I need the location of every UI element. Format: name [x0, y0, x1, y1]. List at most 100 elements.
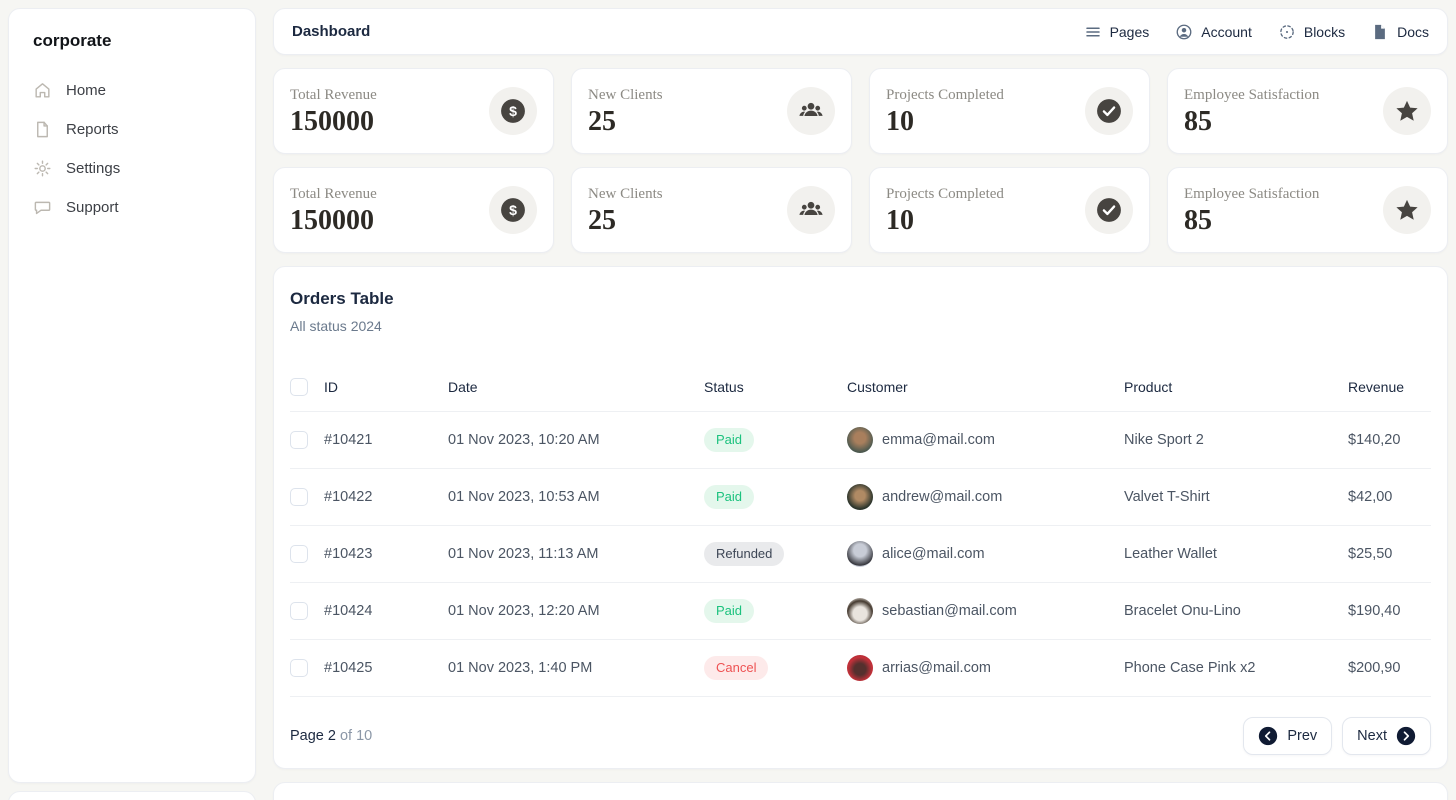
stat-value: 10 — [886, 204, 914, 236]
sidebar-column: corporate Home Reports Settings Support — [8, 8, 256, 800]
order-product: Bracelet Onu-Lino — [1124, 603, 1241, 619]
svg-text:$: $ — [509, 103, 517, 119]
table-row: #10422 01 Nov 2023, 10:53 AM Paid andrew… — [290, 469, 1431, 526]
avatar — [847, 598, 873, 624]
nav-account[interactable]: Account — [1175, 23, 1252, 41]
table-row: #10424 01 Nov 2023, 12:20 AM Paid sebast… — [290, 583, 1431, 640]
menu-icon — [1084, 23, 1102, 41]
sidebar-item-settings[interactable]: Settings — [27, 151, 237, 186]
order-product: Valvet T-Shirt — [1124, 489, 1210, 505]
avatar — [847, 427, 873, 453]
next-button[interactable]: Next — [1342, 716, 1431, 755]
column-header-customer: Customer — [847, 378, 908, 395]
stat-value: 25 — [588, 204, 616, 236]
main-lower-card — [273, 782, 1448, 800]
stat-label: Employee Satisfaction — [1184, 185, 1320, 202]
stats-row-1: Total Revenue 150000 $ New Clients 25 Pr… — [273, 68, 1448, 154]
column-header-date: Date — [448, 378, 478, 395]
page-total: of 10 — [339, 727, 373, 744]
order-id: #10425 — [324, 660, 373, 676]
customer-email: andrew@mail.com — [882, 489, 1003, 505]
document-icon — [1371, 23, 1389, 41]
column-header-product: Product — [1124, 378, 1173, 395]
avatar — [847, 655, 873, 681]
sidebar-item-home[interactable]: Home — [27, 73, 237, 108]
sidebar-item-support[interactable]: Support — [27, 190, 237, 225]
stat-card-employee-satisfaction: Employee Satisfaction 85 — [1167, 68, 1448, 154]
order-revenue: $140,20 — [1348, 432, 1401, 448]
people-icon — [787, 87, 835, 135]
order-product: Phone Case Pink x2 — [1124, 660, 1256, 676]
dashed-circle-icon — [1278, 23, 1296, 41]
row-checkbox[interactable] — [290, 488, 308, 506]
stat-label: Total Revenue — [290, 185, 377, 202]
row-checkbox[interactable] — [290, 659, 308, 677]
order-date: 01 Nov 2023, 12:20 AM — [448, 603, 600, 619]
page-title: Dashboard — [292, 23, 371, 40]
order-id: #10423 — [324, 546, 373, 562]
stat-card-new-clients: New Clients 25 — [571, 167, 852, 253]
order-date: 01 Nov 2023, 1:40 PM — [448, 660, 593, 676]
user-circle-icon — [1175, 23, 1193, 41]
status-badge: Paid — [704, 598, 755, 624]
column-header-status: Status — [704, 378, 744, 395]
chat-icon — [33, 198, 52, 217]
sidebar: corporate Home Reports Settings Support — [8, 8, 256, 783]
stat-label: Projects Completed — [886, 185, 1004, 202]
stat-label: Projects Completed — [886, 86, 1004, 103]
stat-value: 10 — [886, 105, 914, 137]
table-row: #10425 01 Nov 2023, 1:40 PM Cancel arria… — [290, 640, 1431, 697]
column-header-revenue: Revenue — [1348, 378, 1405, 395]
table-header-row: ID Date Status Customer Product Revenue — [290, 362, 1431, 412]
gear-icon — [33, 159, 52, 178]
row-checkbox[interactable] — [290, 602, 308, 620]
people-icon — [787, 186, 835, 234]
nav-pages[interactable]: Pages — [1084, 23, 1150, 41]
stat-label: New Clients — [588, 86, 663, 103]
row-checkbox[interactable] — [290, 431, 308, 449]
stat-card-projects-completed: Projects Completed 10 — [869, 167, 1150, 253]
arrow-right-icon — [1396, 726, 1416, 746]
stat-value: 150000 — [290, 105, 374, 137]
customer-email: sebastian@mail.com — [882, 603, 1017, 619]
prev-button[interactable]: Prev — [1243, 716, 1333, 755]
customer-email: alice@mail.com — [882, 546, 985, 562]
avatar — [847, 484, 873, 510]
stats-row-2: Total Revenue 150000 $ New Clients 25 Pr… — [273, 167, 1448, 253]
dollar-circle-icon: $ — [489, 87, 537, 135]
sidebar-item-label: Support — [66, 199, 119, 216]
select-all-checkbox[interactable] — [290, 377, 308, 396]
pagination: Page 2 of 10 Prev Next — [290, 703, 1431, 768]
sidebar-item-label: Settings — [66, 160, 121, 177]
customer-email: arrias@mail.com — [882, 660, 991, 676]
stat-label: New Clients — [588, 185, 663, 202]
order-product: Leather Wallet — [1124, 546, 1217, 562]
avatar — [847, 541, 873, 567]
svg-text:$: $ — [509, 202, 517, 218]
main-column: Dashboard Pages Account Blocks — [273, 8, 1448, 800]
nav-label: Pages — [1109, 23, 1150, 40]
sidebar-item-reports[interactable]: Reports — [27, 112, 237, 147]
file-icon — [33, 120, 52, 139]
row-checkbox[interactable] — [290, 545, 308, 563]
order-revenue: $190,40 — [1348, 603, 1401, 619]
column-header-id: ID — [324, 378, 338, 395]
order-id: #10421 — [324, 432, 373, 448]
nav-docs[interactable]: Docs — [1371, 23, 1429, 41]
status-badge: Paid — [704, 427, 755, 453]
nav-blocks[interactable]: Blocks — [1278, 23, 1345, 41]
status-badge: Paid — [704, 484, 755, 510]
status-badge: Cancel — [704, 655, 769, 681]
sidebar-item-label: Reports — [66, 121, 119, 138]
nav-label: Account — [1201, 23, 1252, 40]
order-id: #10422 — [324, 489, 373, 505]
check-circle-icon — [1085, 87, 1133, 135]
stat-card-total-revenue: Total Revenue 150000 $ — [273, 167, 554, 253]
page-indicator: Page 2 of 10 — [290, 728, 372, 744]
star-icon — [1383, 186, 1431, 234]
topbar: Dashboard Pages Account Blocks — [273, 8, 1448, 55]
customer-email: emma@mail.com — [882, 432, 996, 448]
order-revenue: $25,50 — [1348, 546, 1393, 562]
stat-card-projects-completed: Projects Completed 10 — [869, 68, 1150, 154]
order-date: 01 Nov 2023, 10:53 AM — [448, 489, 600, 505]
